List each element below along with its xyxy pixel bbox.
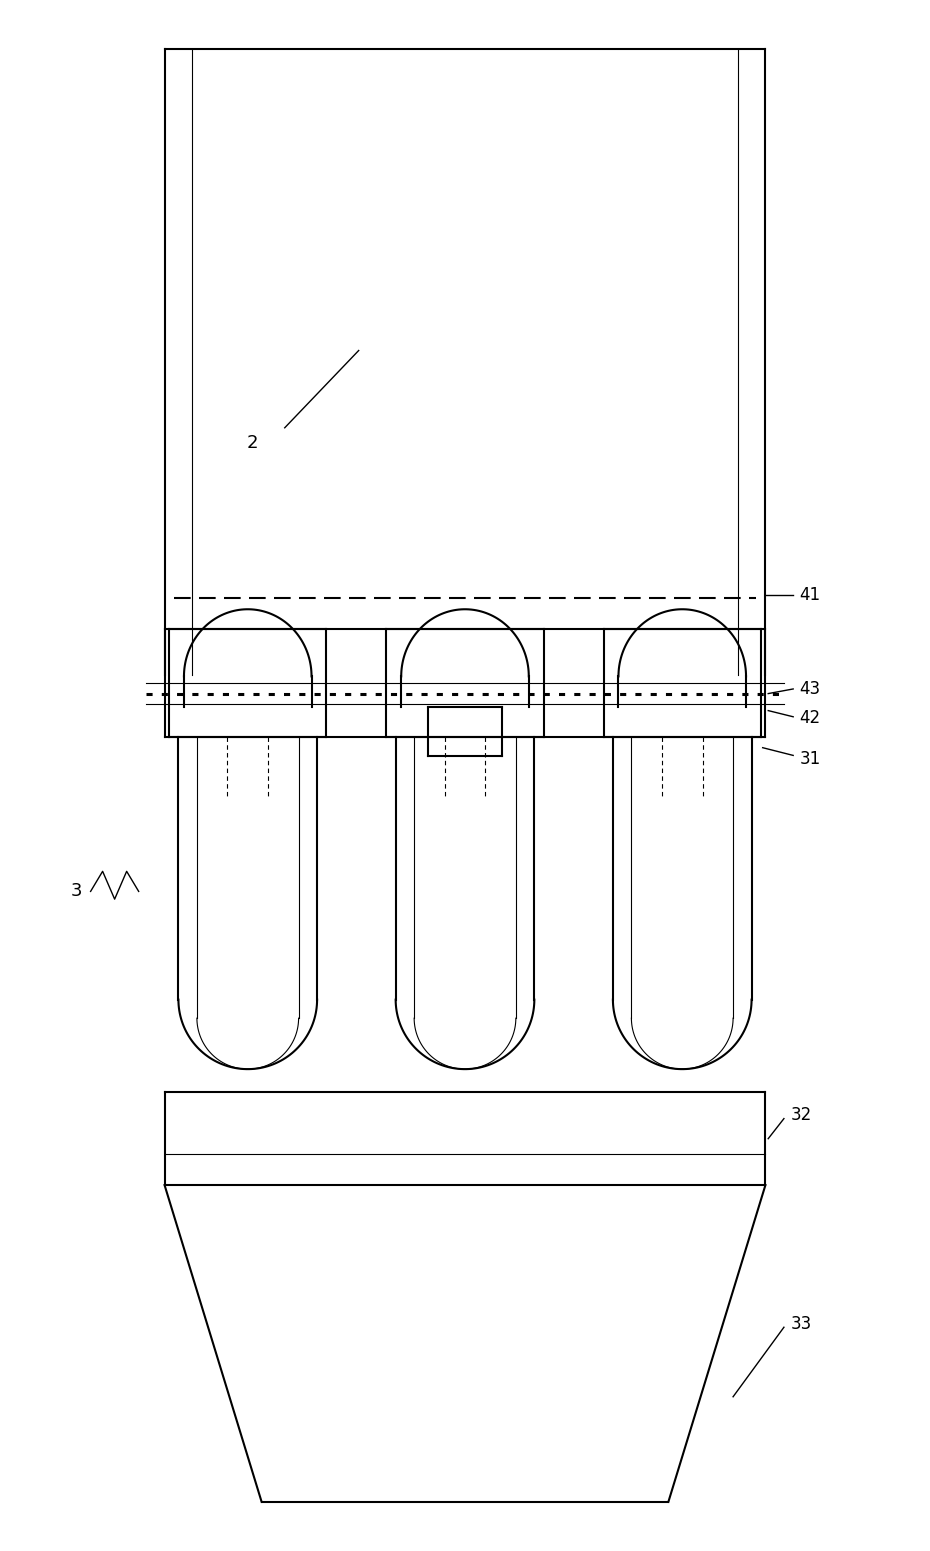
Text: 3: 3: [71, 883, 83, 901]
Text: 32: 32: [790, 1106, 812, 1124]
Text: 33: 33: [790, 1315, 812, 1334]
Text: 41: 41: [800, 586, 821, 603]
Text: 2: 2: [246, 434, 259, 453]
Text: 43: 43: [800, 679, 821, 698]
Text: 31: 31: [800, 749, 821, 768]
Text: 42: 42: [800, 709, 821, 727]
